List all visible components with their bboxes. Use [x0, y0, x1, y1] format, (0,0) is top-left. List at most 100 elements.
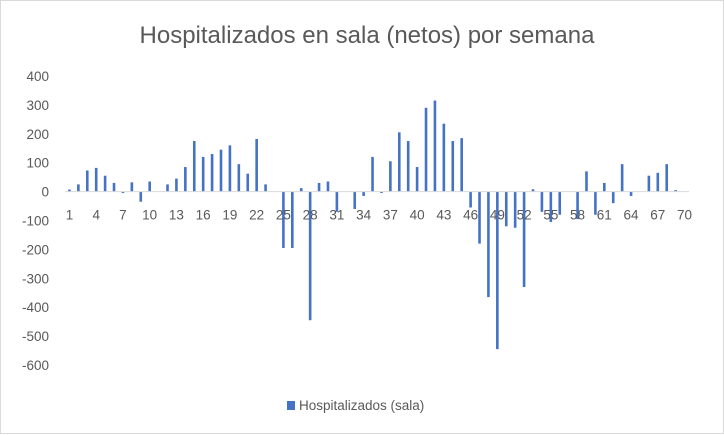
bar: [77, 184, 80, 192]
bar: [94, 167, 98, 192]
bar: [487, 191, 490, 298]
bar: [335, 191, 339, 212]
bar: [540, 191, 544, 212]
legend: Hospitalizados (sala): [287, 398, 424, 413]
x-tick-label: 25: [276, 208, 291, 223]
chart-title: Hospitalizados en sala (netos) por seman…: [140, 22, 596, 49]
bar: [103, 175, 107, 192]
x-tick-label: 31: [329, 208, 344, 223]
bar: [255, 139, 258, 192]
x-tick-label: 37: [383, 208, 398, 223]
bar: [210, 154, 214, 192]
x-tick-label: 67: [650, 208, 665, 223]
bar: [603, 182, 606, 192]
bar: [433, 100, 437, 192]
y-tick-label: -300: [22, 271, 49, 286]
x-tick-label: 40: [410, 208, 425, 223]
bar: [389, 161, 392, 192]
y-tick-label: -500: [22, 329, 49, 344]
bar: [371, 156, 374, 192]
bar: [201, 156, 205, 192]
bar: [326, 181, 330, 192]
bar: [460, 138, 463, 192]
y-axis-tick-labels: 400 300 200 100 0 -100 -200 -300 -400 -500 -600: [22, 69, 49, 373]
x-tick-label: 43: [436, 208, 451, 223]
x-tick-label: 4: [92, 208, 100, 223]
bar: [665, 164, 669, 192]
bar: [504, 191, 508, 227]
x-tick-label: 55: [543, 208, 558, 223]
bar: [469, 191, 472, 208]
y-tick-label: -600: [22, 358, 49, 373]
x-tick-label: 61: [597, 208, 612, 223]
legend-label: Hospitalizados (sala): [299, 398, 424, 413]
bar: [656, 172, 660, 192]
bar: [594, 191, 597, 215]
y-tick-label: -400: [22, 300, 49, 315]
bar: [130, 182, 134, 192]
x-tick-label: 49: [490, 208, 505, 223]
x-tick-label: 13: [169, 208, 184, 223]
x-tick-label: 1: [66, 208, 74, 223]
bar: [219, 149, 223, 192]
bar: [308, 191, 312, 321]
bar: [121, 191, 125, 194]
x-tick-label: 16: [196, 208, 211, 223]
x-tick-label: 34: [356, 208, 372, 223]
x-tick-label: 19: [222, 208, 237, 223]
bar: [184, 167, 187, 192]
x-tick-label: 58: [570, 208, 585, 223]
bar: [264, 184, 267, 192]
bar: [148, 181, 151, 192]
x-tick-label: 64: [624, 208, 640, 223]
bar: [299, 188, 303, 192]
bar: [674, 190, 677, 192]
x-tick-label: 22: [249, 208, 264, 223]
bar: [112, 182, 116, 192]
bar: [478, 191, 481, 244]
bar: [237, 164, 241, 192]
y-tick-label: -200: [22, 242, 49, 257]
bar: [68, 189, 71, 192]
legend-swatch: [287, 401, 295, 410]
bar: [246, 173, 250, 192]
bar: [397, 132, 401, 192]
x-tick-label: 46: [463, 208, 478, 223]
x-axis-tick-labels: 1 4 7 10 13 16 19 22 25 28 31 34 37 40 43 46 49 52 55 58 61 6…: [66, 208, 692, 223]
bar: [85, 170, 89, 192]
y-tick-label: 0: [41, 185, 49, 200]
bar: [620, 164, 624, 192]
x-tick-label: 28: [303, 208, 318, 223]
bar: [192, 141, 196, 192]
y-tick-label: 300: [26, 98, 49, 113]
bar: [558, 191, 562, 215]
bar: [353, 191, 357, 209]
y-tick-label: 100: [26, 156, 49, 171]
bar: [576, 191, 579, 220]
bar: [611, 191, 615, 204]
bar: [228, 145, 232, 192]
y-tick-label: 400: [26, 69, 49, 84]
bar: [522, 191, 526, 287]
x-tick-label: 10: [142, 208, 157, 223]
bar: [166, 184, 169, 192]
bar: [496, 191, 499, 350]
bar: [362, 191, 365, 196]
bar: [513, 191, 517, 228]
x-tick-label: 70: [677, 208, 692, 223]
bar-series: [68, 100, 677, 350]
bar: [406, 141, 410, 192]
bar: [451, 141, 455, 192]
bar: [139, 191, 143, 202]
bar: [531, 189, 535, 192]
bar: [442, 123, 446, 192]
bar: [282, 191, 285, 248]
x-tick-label: 7: [119, 208, 127, 223]
bar: [175, 178, 178, 192]
x-tick-label: 52: [517, 208, 532, 223]
bar: [317, 182, 321, 192]
bar: [415, 167, 419, 192]
bar: [380, 191, 383, 194]
